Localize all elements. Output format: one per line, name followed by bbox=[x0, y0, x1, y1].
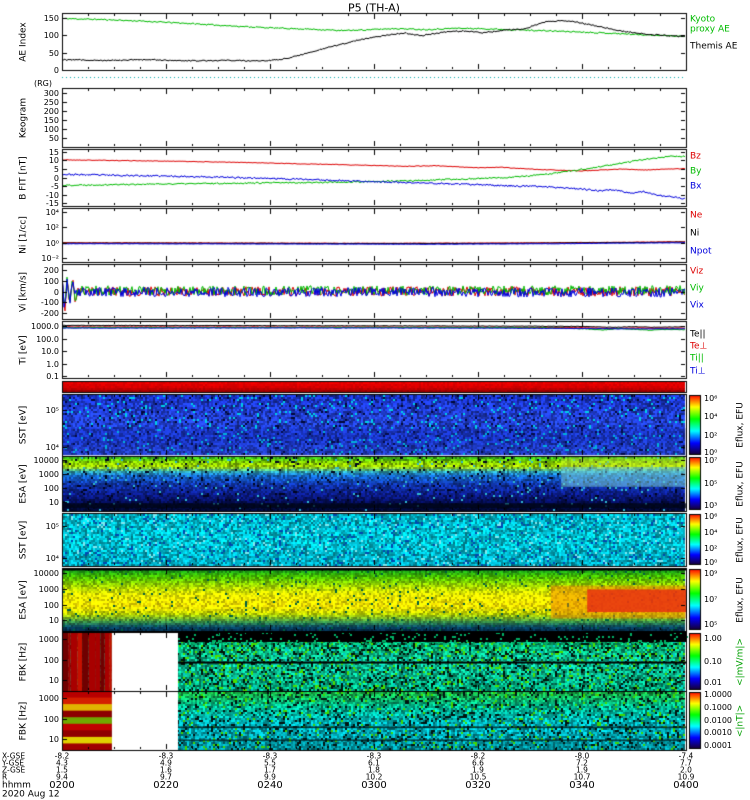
plot-title: P5 (TH-A) bbox=[348, 1, 400, 15]
